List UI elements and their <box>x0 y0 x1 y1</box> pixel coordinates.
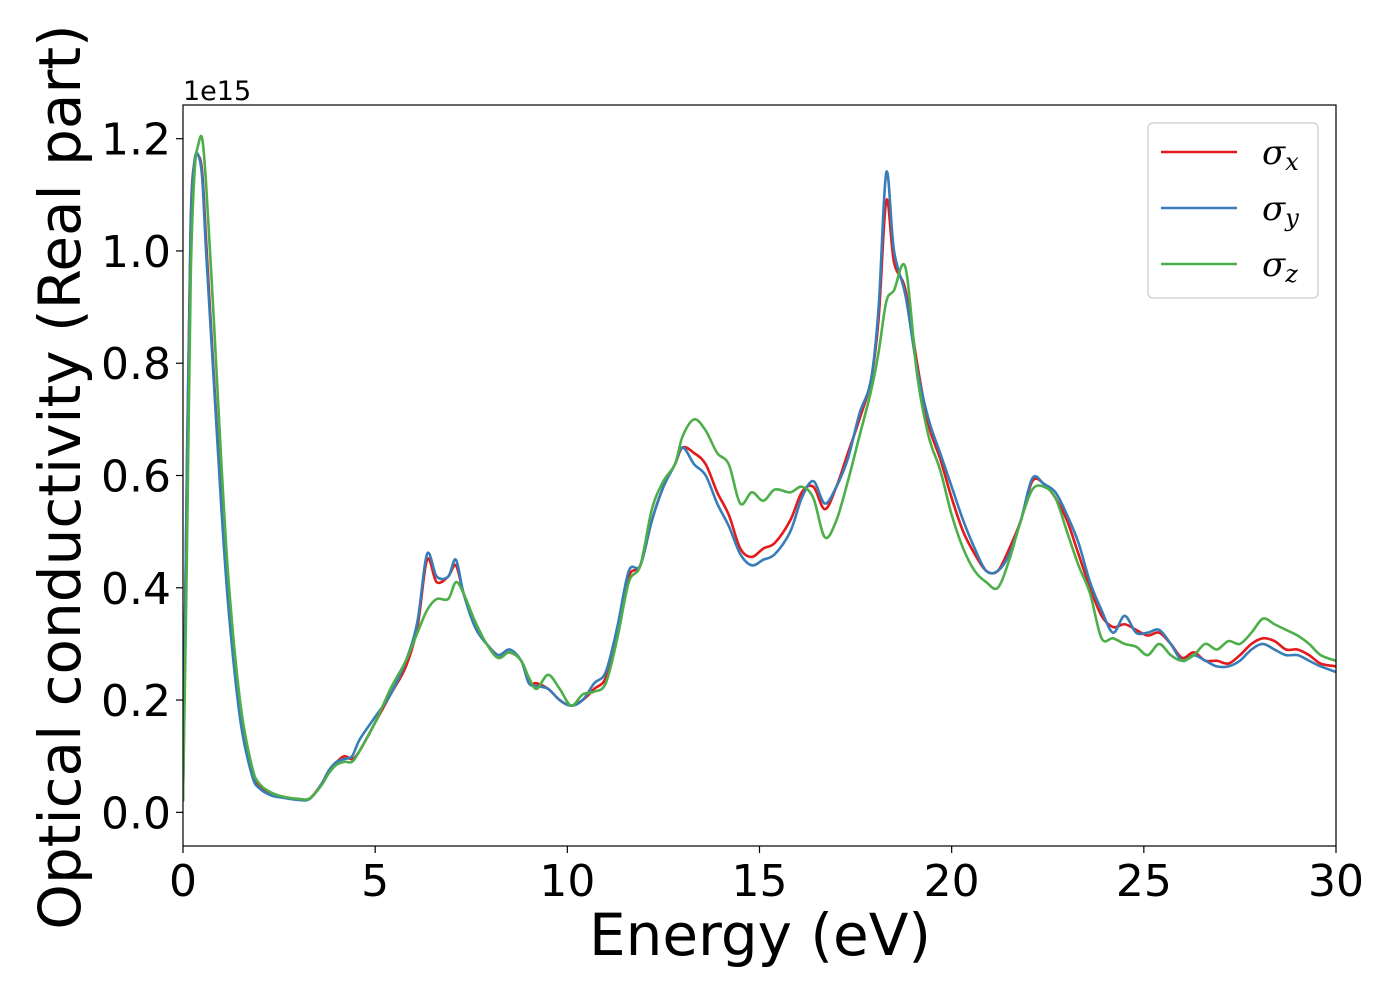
y-tick-label: 0.2 <box>101 676 171 727</box>
x-axis-label: Energy (eV) <box>589 901 931 969</box>
y-tick-label: 0.6 <box>101 452 171 503</box>
y-tick-label: 1.2 <box>101 115 171 166</box>
legend-label-z: σz <box>1262 245 1298 288</box>
y-axis-label: Optical conductivity (Real part) <box>26 24 94 929</box>
y-offset-label: 1e15 <box>183 76 251 107</box>
y-tick-label: 0.8 <box>101 339 171 390</box>
series-layer <box>183 134 1336 802</box>
axes-layer: 0 5 10 15 20 25 30 0.0 0.2 0.4 0.6 0.8 1.0 1.2 <box>101 104 1364 907</box>
x-tick-label: 0 <box>169 856 197 907</box>
x-tick-label: 15 <box>732 856 788 907</box>
y-tick-label: 1.0 <box>101 227 171 278</box>
legend-label-x: σx <box>1262 133 1299 176</box>
x-tick-label: 5 <box>361 856 389 907</box>
legend: σx σy σz <box>1147 122 1319 299</box>
x-tick-label: 25 <box>1116 856 1172 907</box>
series-line-z <box>183 134 1336 802</box>
legend-box <box>1147 122 1319 299</box>
x-tick-label: 20 <box>924 856 980 907</box>
y-tick-label: 0.0 <box>101 788 171 839</box>
legend-label-y: σy <box>1262 189 1299 232</box>
x-tick-label: 10 <box>539 856 595 907</box>
x-tick-label: 30 <box>1308 856 1364 907</box>
y-tick-label: 0.4 <box>101 564 171 615</box>
